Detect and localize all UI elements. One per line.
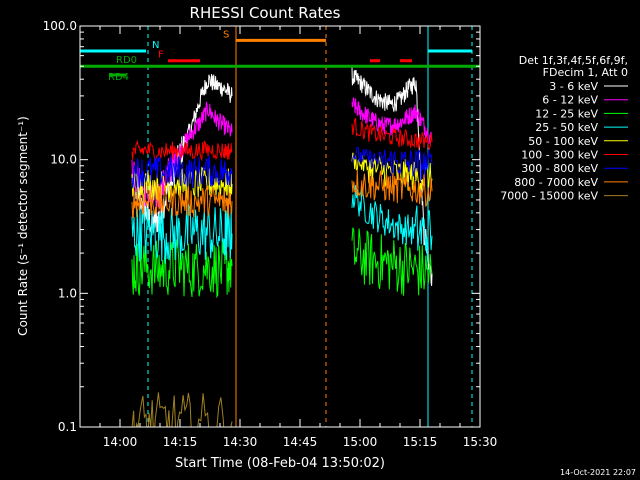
x-tick-label: 14:30	[223, 435, 258, 449]
flag-label: RD0	[116, 55, 137, 66]
series-line	[351, 97, 433, 145]
series-line	[351, 169, 433, 208]
series-line	[351, 227, 433, 296]
y-tick-label: 100.0	[43, 19, 77, 33]
series-line	[351, 184, 433, 263]
y-axis-label: Count Rate (s⁻¹ detector segment⁻¹)	[16, 116, 30, 336]
series-line	[131, 392, 233, 427]
legend-entry-label: 25 - 50 keV	[535, 121, 598, 134]
x-axis-label: Start Time (08-Feb-04 13:50:02)	[175, 456, 385, 471]
legend-entry-label: 6 - 12 keV	[542, 94, 598, 107]
x-tick-label: 15:30	[463, 435, 498, 449]
flag-label: N	[152, 40, 159, 51]
series-line	[351, 147, 433, 180]
flag-label: F	[158, 50, 164, 61]
legend-entry-label: 50 - 100 keV	[528, 135, 598, 148]
legend-entry-label: 3 - 6 keV	[549, 80, 598, 93]
series-line	[131, 203, 233, 264]
series-line	[131, 239, 233, 299]
legend-entry-label: 800 - 7000 keV	[514, 176, 598, 189]
flag-label: S	[223, 29, 229, 40]
x-tick-label: 14:00	[103, 435, 138, 449]
legend-entry-label: 300 - 800 keV	[521, 162, 598, 175]
flag-label: RD4	[108, 72, 129, 83]
chart-title: RHESSI Count Rates	[190, 4, 341, 22]
x-tick-label: 15:15	[403, 435, 438, 449]
y-tick-label: 1.0	[58, 286, 77, 300]
y-tick-label: 0.1	[58, 420, 77, 434]
series-line	[351, 67, 433, 286]
legend-entry-label: 12 - 25 keV	[535, 107, 598, 120]
series-line	[131, 155, 233, 189]
series-line	[131, 166, 233, 201]
legend-entry-label: 7000 - 15000 keV	[500, 190, 598, 203]
series-line	[131, 139, 233, 162]
series-line	[131, 185, 233, 219]
legend-entry-label: 100 - 300 keV	[521, 149, 598, 162]
series-line	[351, 117, 433, 151]
timestamp: 14-Oct-2021 22:07	[560, 468, 636, 477]
legend-title: FDecim 1, Att 0	[543, 66, 628, 79]
x-tick-label: 14:15	[163, 435, 198, 449]
x-tick-label: 14:45	[283, 435, 318, 449]
x-tick-label: 15:00	[343, 435, 378, 449]
legend-title: Det 1f,3f,4f,5f,6f,9f,	[519, 54, 628, 67]
y-tick-label: 10.0	[50, 153, 77, 167]
